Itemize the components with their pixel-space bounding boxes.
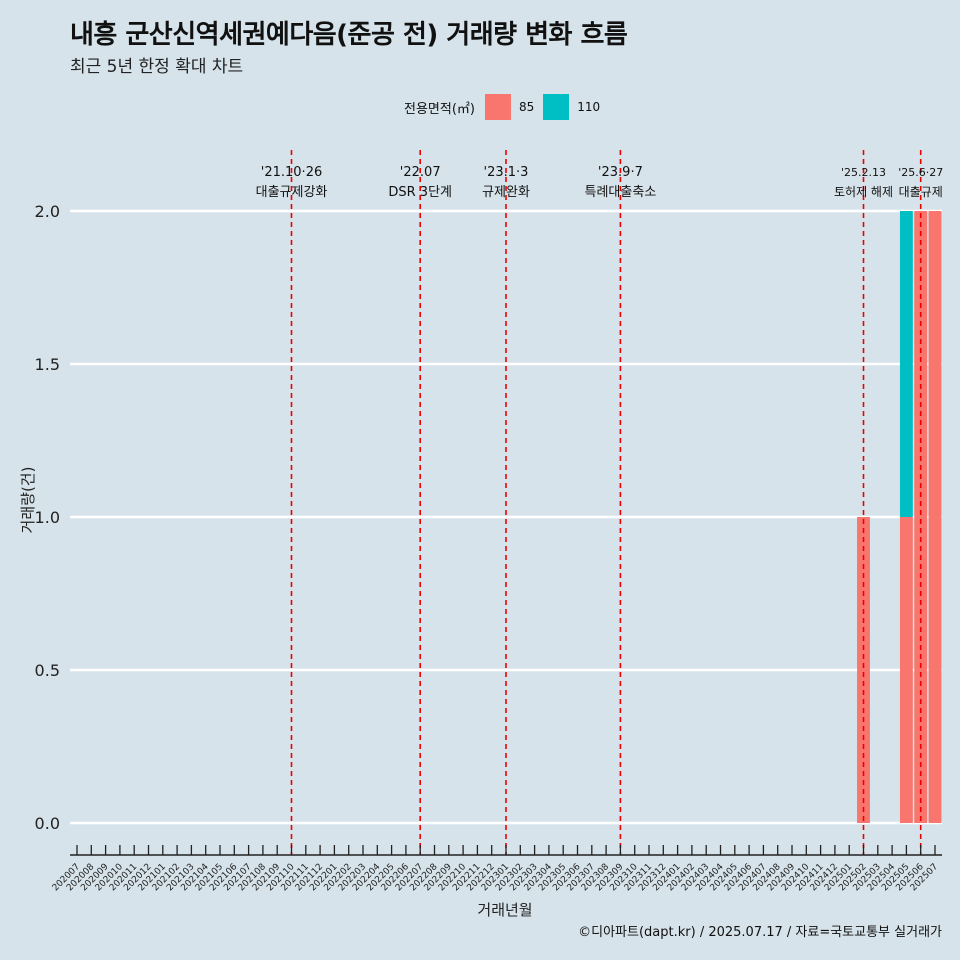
y-tick-label: 1.0 [35,508,60,527]
chart-title: 내흥 군산신역세권예다음(준공 전) 거래량 변화 흐름 [70,20,628,50]
annotation-date: '25.6·27 [898,166,943,179]
legend-label-110: 110 [577,100,601,114]
bar-85-202505 [899,517,913,823]
legend-key-85 [484,94,511,120]
y-tick-label: 0.0 [35,814,60,833]
y-axis-title: 거래량(건) [19,467,37,534]
annotation-date: '25.2.13 [841,166,886,179]
bar-85-202507 [928,211,942,823]
annotation-date: '22.07 [400,165,441,180]
annotation-date: '21.10·26 [261,165,322,180]
annotation-date: '23.9·7 [598,165,643,180]
bar-85-202506 [914,211,928,823]
caption: ©디아파트(dapt.kr) / 2025.07.17 / 자료=국토교통부 실… [578,925,942,940]
legend-label-85: 85 [518,100,535,114]
y-tick-label: 0.5 [35,661,60,680]
annotation-label: 특례대출축소 [585,185,657,200]
bar-85-202502 [857,517,870,823]
x-axis-title: 거래년월 [477,901,532,919]
annotation-label: 규제완화 [482,185,530,200]
annotation-label: DSR 3단계 [388,185,452,200]
y-tick-label: 2.0 [35,202,60,221]
y-tick-label: 1.5 [35,355,60,374]
legend: 전용면적(㎡) 85 110 [404,93,609,121]
bar-110-202505 [899,211,913,517]
annotation-label: 대출규제 [899,185,943,199]
annotation-date: '23.1·3 [484,165,529,180]
annotation-label: 토허제 해제 [834,185,893,199]
chart-subtitle: 최근 5년 한정 확대 차트 [70,57,244,77]
legend-key-110 [543,94,570,120]
legend-title: 전용면적(㎡) [404,101,475,117]
annotation-label: 대출규제강화 [256,185,328,200]
